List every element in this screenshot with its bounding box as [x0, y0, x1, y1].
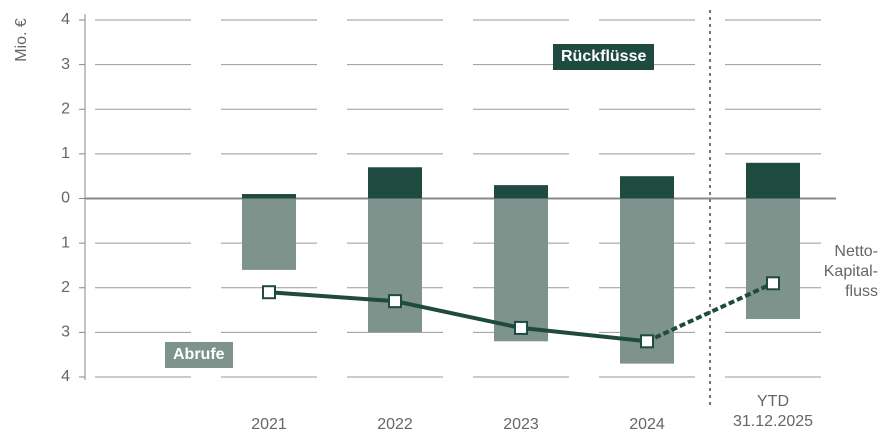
bar	[368, 167, 422, 199]
bar	[242, 194, 296, 199]
marker	[514, 320, 528, 335]
marker	[388, 294, 402, 309]
y-axis-label: Mio. €	[13, 18, 30, 62]
bar	[746, 162, 800, 199]
legend-label: Rückflüsse	[553, 44, 655, 70]
bar	[494, 185, 548, 199]
y-tick-label: 0	[61, 190, 70, 207]
x-tick-label: 2023	[503, 416, 539, 433]
y-tick-label: 2	[61, 279, 70, 296]
bar	[620, 176, 674, 199]
bar	[494, 198, 548, 342]
y-tick-label: 3	[61, 324, 70, 341]
y-tick-label: 1	[61, 234, 70, 251]
marker	[766, 276, 780, 291]
x-tick-label: 2022	[377, 416, 413, 433]
y-tick-label: 4	[61, 11, 70, 28]
y-tick-label: 2	[61, 100, 70, 117]
annotation: Netto- Kapital- fluss	[823, 243, 878, 300]
x-tick-label: YTD 31.12.2025	[732, 393, 814, 430]
bar	[368, 198, 422, 333]
x-tick-label: 2021	[251, 416, 287, 433]
bar	[242, 198, 296, 270]
legend-label: Abrufe	[165, 342, 233, 368]
line	[268, 290, 648, 344]
line-dashed	[646, 281, 774, 344]
y-tick-label: 1	[61, 145, 70, 162]
y-tick-label: 3	[61, 56, 70, 73]
marker	[262, 285, 276, 300]
marker	[640, 334, 654, 349]
bar	[746, 198, 800, 319]
x-tick-label: 2024	[629, 416, 665, 433]
y-tick-label: 4	[61, 368, 70, 385]
